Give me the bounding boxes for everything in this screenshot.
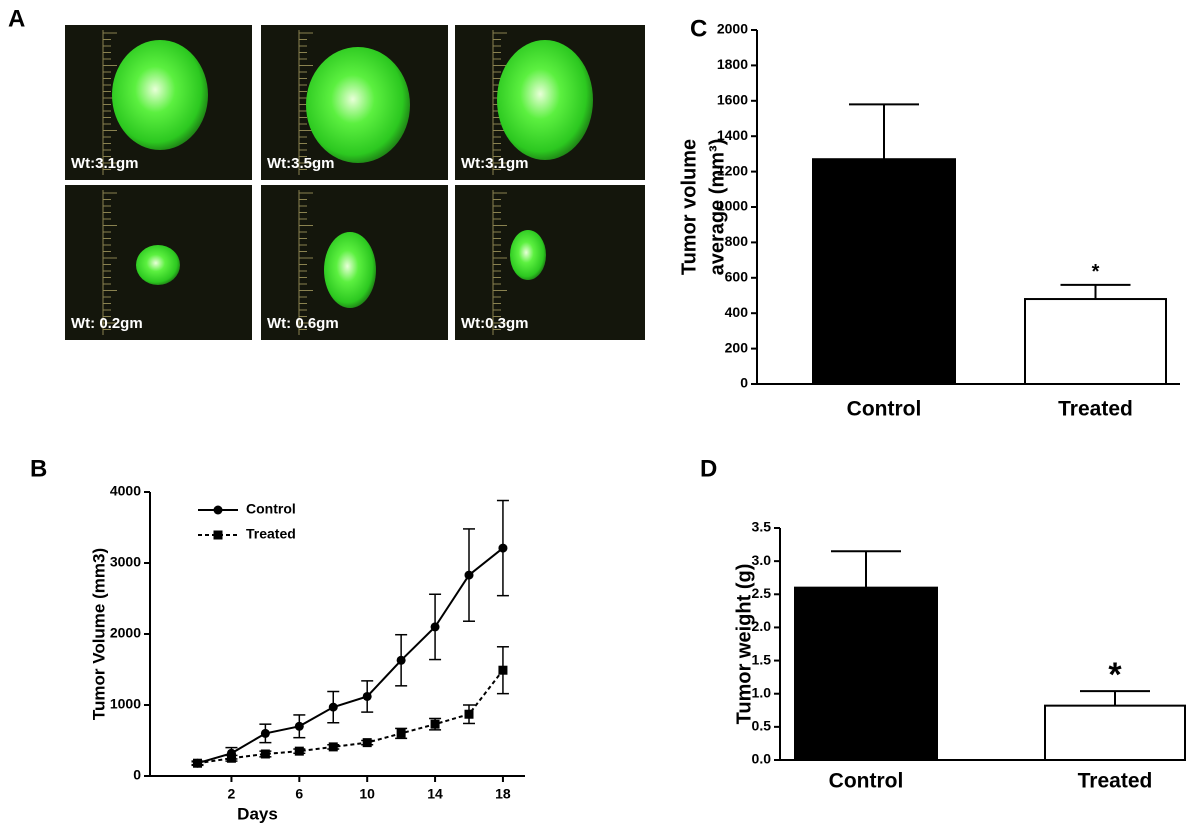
legend-marker — [213, 530, 223, 540]
bar — [1044, 704, 1186, 761]
y-tick-label: 4000 — [110, 483, 141, 499]
tile-label: Wt:0.3gm — [461, 315, 529, 332]
legend-marker — [213, 505, 223, 515]
point — [430, 622, 440, 632]
panel-label: C — [690, 15, 707, 42]
significance: * — [1092, 261, 1100, 283]
point — [328, 702, 338, 712]
point — [464, 570, 474, 580]
tile-label: Wt: 0.6gm — [267, 315, 339, 332]
y-tick-label: 1.0 — [752, 684, 772, 700]
tile-label: Wt:3.5gm — [267, 155, 335, 172]
y-tick-label: 200 — [725, 339, 749, 355]
y-tick-label: 3000 — [110, 554, 141, 570]
y-tick-label: 0.5 — [752, 718, 772, 734]
y-tick-label: 2.5 — [752, 585, 772, 601]
tumor — [136, 245, 180, 285]
legend-label: Treated — [246, 526, 296, 542]
y-tick-label: 400 — [725, 304, 749, 320]
x-tick-label: 2 — [228, 786, 236, 802]
tumor — [510, 230, 546, 280]
y-tick-label: 1200 — [717, 162, 748, 178]
tile-label: Wt:3.1gm — [461, 155, 529, 172]
legend-label: Control — [246, 501, 296, 517]
y-tick-label: 2000 — [110, 625, 141, 641]
y-axis-title: Tumor Volume (mm3) — [89, 548, 108, 720]
y-tick-label: 1400 — [717, 127, 748, 143]
y-tick-label: 600 — [725, 269, 749, 285]
point — [193, 758, 203, 768]
point — [362, 691, 372, 701]
tile — [455, 185, 645, 340]
y-tick-label: 2.0 — [752, 618, 772, 634]
tumor — [112, 40, 208, 150]
significance: * — [1108, 656, 1122, 694]
series-line — [197, 669, 504, 765]
x-tick-label: 14 — [427, 786, 443, 802]
panel-label: B — [30, 455, 47, 482]
y-axis-title: Tumor volume — [678, 139, 700, 275]
bar — [794, 586, 938, 762]
panel-label: A — [8, 5, 25, 32]
tile-label: Wt: 0.2gm — [71, 315, 143, 332]
y-tick-label: 800 — [725, 233, 749, 249]
point — [430, 719, 440, 729]
x-tick-label: 10 — [359, 786, 375, 802]
tumor — [497, 40, 593, 160]
y-tick-label: 3.5 — [752, 519, 772, 535]
point — [464, 709, 474, 719]
point — [362, 738, 372, 748]
point — [396, 655, 406, 665]
point — [498, 665, 508, 675]
y-axis-title: Tumor weight (g) — [733, 564, 755, 725]
tumor — [306, 47, 410, 163]
y-tick-label: 0.0 — [752, 751, 772, 767]
y-axis-title: average (mm³) — [706, 139, 728, 276]
panel-label: D — [700, 455, 717, 482]
point — [294, 721, 304, 731]
point — [498, 543, 508, 553]
x-tick-label: Control — [847, 398, 922, 421]
y-tick-label: 1800 — [717, 56, 748, 72]
x-tick-label: Treated — [1058, 398, 1133, 421]
point — [294, 746, 304, 756]
tile-label: Wt:3.1gm — [71, 155, 139, 172]
y-tick-label: 1600 — [717, 92, 748, 108]
y-tick-label: 0 — [133, 767, 141, 783]
point — [260, 728, 270, 738]
bar — [812, 158, 956, 385]
tumor — [324, 232, 376, 308]
y-tick-label: 3.0 — [752, 552, 772, 568]
point — [396, 728, 406, 738]
series-line — [197, 547, 504, 765]
x-tick-label: 6 — [295, 786, 303, 802]
point — [226, 753, 236, 763]
y-tick-label: 1000 — [717, 198, 748, 214]
x-axis-title: Days — [237, 804, 278, 823]
x-tick-label: Treated — [1078, 770, 1153, 793]
bar — [1024, 298, 1167, 386]
x-tick-label: Control — [829, 770, 904, 793]
y-tick-label: 1000 — [110, 696, 141, 712]
y-tick-label: 0 — [740, 375, 748, 391]
point — [260, 749, 270, 759]
x-tick-label: 18 — [495, 786, 511, 802]
y-tick-label: 2000 — [717, 21, 748, 37]
point — [328, 742, 338, 752]
y-tick-label: 1.5 — [752, 651, 772, 667]
